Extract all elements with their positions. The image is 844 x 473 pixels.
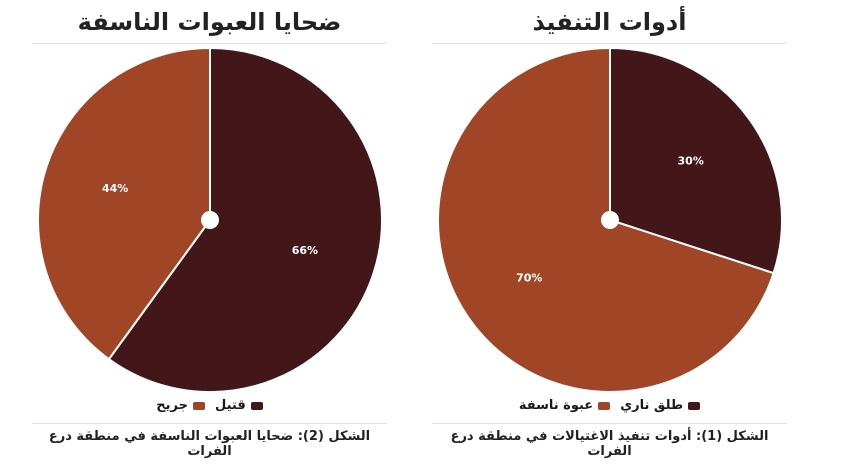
legend-swatch-rust	[193, 401, 205, 410]
pie-chart-tools: 30% 70%	[437, 48, 783, 393]
pie-center-hole	[601, 211, 619, 229]
pie-slice-label: 30%	[678, 154, 704, 167]
pie-chart-casualties: 66% 44%	[37, 48, 383, 393]
figure-caption: الشكل (2): ضحايا العبوات الناسفة في منطق…	[48, 429, 371, 459]
legend-item-ied: عبوة ناسفة	[518, 398, 611, 413]
legend-label: قتيل	[215, 398, 246, 413]
divider	[432, 423, 787, 424]
pie-slice	[37, 48, 211, 361]
chart-title: أدوات التنفيذ	[532, 8, 687, 36]
legend-swatch-dark	[688, 401, 701, 410]
chart-panel-tools: أدوات التنفيذ 30% 70% طلق ناري عبوة ناسفة…	[432, 0, 787, 473]
pie-slice-label: 66%	[292, 244, 318, 257]
pie-center-hole	[201, 211, 219, 229]
figure-caption: الشكل (1): أدوات تنفيذ الاغتيالات في منط…	[450, 429, 769, 459]
legend-swatch-rust	[598, 401, 611, 410]
divider	[32, 423, 387, 424]
legend: قتيل جريح	[32, 398, 387, 413]
divider	[32, 43, 387, 44]
legend-item-wounded: جريح	[156, 398, 205, 413]
legend-label: جريح	[156, 398, 188, 413]
pie-slice	[609, 48, 783, 275]
pie-slice-label: 44%	[102, 182, 128, 195]
legend-swatch-dark	[250, 401, 263, 410]
legend: طلق ناري عبوة ناسفة	[432, 398, 787, 413]
pie-slice	[107, 48, 383, 393]
legend-label: طلق ناري	[620, 398, 684, 413]
chart-title: ضحايا العبوات الناسفة	[77, 8, 342, 36]
divider	[432, 43, 787, 44]
chart-panel-casualties: ضحايا العبوات الناسفة 66% 44% قتيل جريح ا…	[32, 0, 387, 473]
legend-item-gunfire: طلق ناري	[620, 398, 701, 413]
legend-item-killed: قتيل	[215, 398, 263, 413]
pie-slice-label: 70%	[516, 272, 542, 285]
legend-label: عبوة ناسفة	[518, 398, 594, 413]
